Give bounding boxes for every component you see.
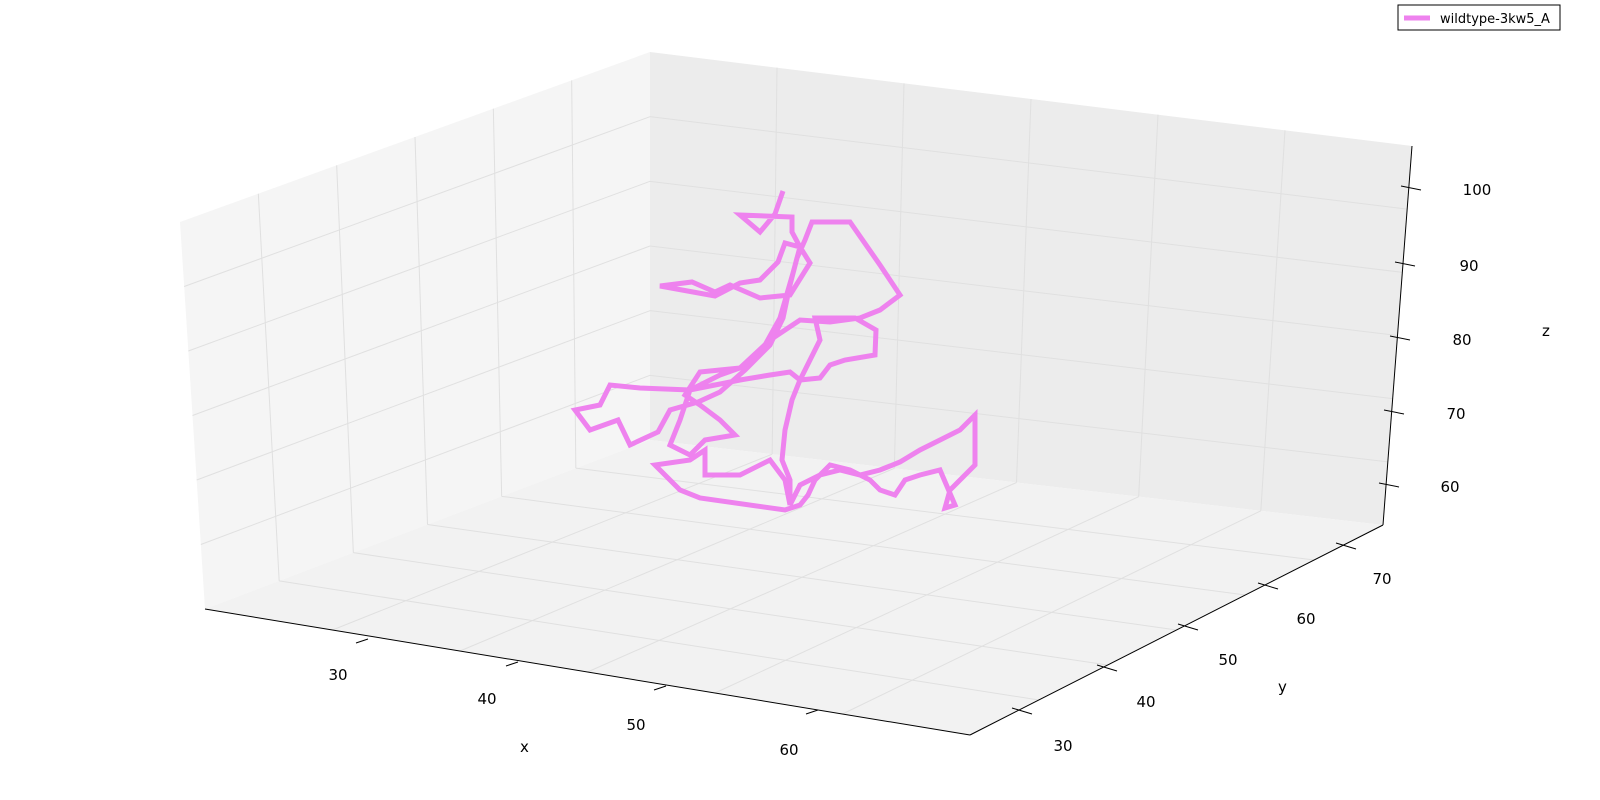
y-axis-label: y xyxy=(1278,678,1287,696)
z-axis-label: z xyxy=(1542,322,1550,340)
back-left-pane xyxy=(180,52,650,609)
x-tick xyxy=(805,709,819,715)
y-tick xyxy=(1335,542,1357,550)
axis-line xyxy=(204,608,971,736)
series-line-0 xyxy=(570,190,978,513)
x-tick xyxy=(653,685,667,691)
x-tick xyxy=(505,661,519,667)
y-tick-label: 40 xyxy=(1136,693,1155,711)
axis-line xyxy=(1382,145,1413,526)
y-tick xyxy=(1011,707,1033,715)
x-tick-label: 40 xyxy=(477,690,496,708)
z-tick xyxy=(1400,185,1422,191)
axis-lines xyxy=(204,145,1413,736)
y-tick xyxy=(1096,664,1118,672)
z-tick-label: 80 xyxy=(1452,331,1471,349)
legend: wildtype-3kw5_A xyxy=(1397,4,1561,31)
x-tick xyxy=(355,638,369,644)
axis-panes xyxy=(180,52,1412,735)
y-tick xyxy=(1257,582,1279,590)
floor-pane xyxy=(205,440,1383,735)
x-tick-label: 50 xyxy=(626,716,645,734)
z-tick xyxy=(1383,409,1405,415)
y-tick-label: 50 xyxy=(1218,651,1237,669)
back-right-pane xyxy=(650,52,1412,525)
z-tick xyxy=(1378,482,1400,488)
x-axis-label: x xyxy=(520,738,529,756)
axis-line xyxy=(969,524,1384,736)
y-tick-label: 60 xyxy=(1296,610,1315,628)
z-tick-label: 90 xyxy=(1459,257,1478,275)
grid-line xyxy=(575,467,1315,561)
grid-line xyxy=(200,374,651,545)
series-group xyxy=(570,190,978,513)
axis-ticks: 30 40 50 60 30 40 50 60 70 60 70 80 90 100 xyxy=(328,181,1491,759)
y-tick xyxy=(1177,623,1199,631)
y-tick-label: 30 xyxy=(1053,737,1072,755)
z-tick xyxy=(1389,335,1411,341)
z-tick-label: 60 xyxy=(1440,478,1459,496)
grid-lines xyxy=(183,67,1408,715)
z-tick-label: 70 xyxy=(1446,405,1465,423)
grid-line xyxy=(649,374,1388,463)
x-tick-label: 60 xyxy=(779,741,798,759)
z-tick xyxy=(1394,261,1416,267)
x-tick-label: 30 xyxy=(328,666,347,684)
legend-label: wildtype-3kw5_A xyxy=(1440,12,1550,27)
y-tick-label: 70 xyxy=(1372,570,1391,588)
z-tick-label: 100 xyxy=(1463,181,1492,199)
